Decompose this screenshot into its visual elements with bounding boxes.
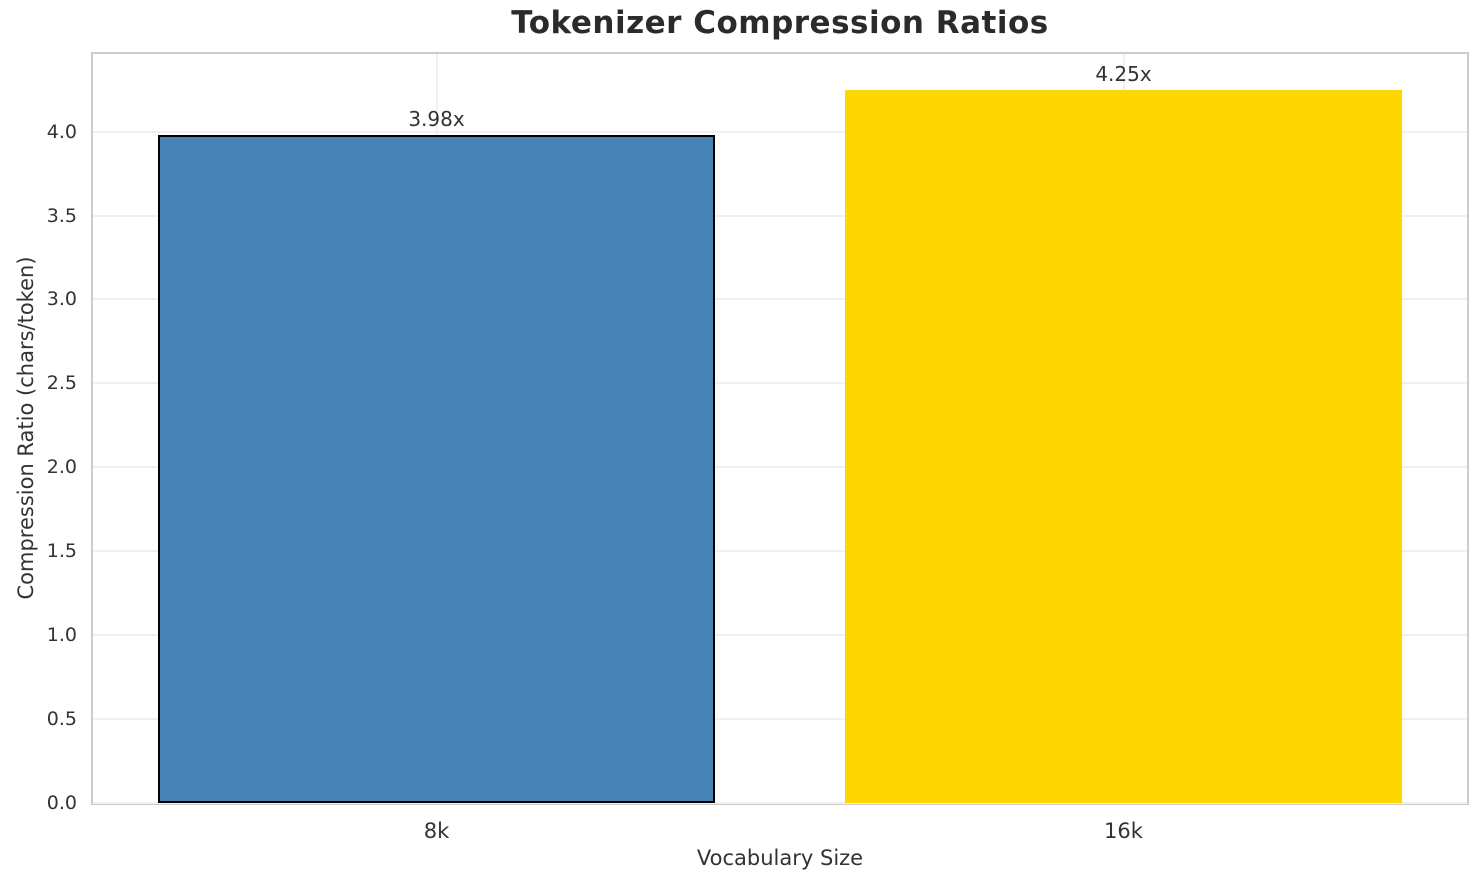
bar-16k [845, 89, 1402, 803]
bar-value-label: 4.25x [1095, 61, 1152, 86]
h-gridline [93, 718, 1467, 721]
x-tick-label: 16k [1104, 819, 1143, 843]
bar-value-label: 3.98x [408, 106, 465, 131]
y-tick-label: 3.5 [46, 204, 77, 227]
y-tick-label: 0.0 [46, 792, 77, 814]
y-tick-label: 1.5 [46, 540, 77, 563]
plot-area: 3.98x 4.25x [91, 52, 1469, 805]
h-gridline [93, 550, 1467, 553]
chart-title: Tokenizer Compression Ratios [511, 5, 1049, 41]
h-gridline [93, 298, 1467, 301]
y-tick-label: 0.5 [46, 708, 77, 731]
h-gridline [93, 634, 1467, 637]
y-tick-label: 2.0 [46, 456, 77, 479]
x-axis-label: Vocabulary Size [696, 846, 864, 870]
x-tick-label: 8k [423, 819, 450, 843]
h-gridline [93, 214, 1467, 217]
y-tick-label: 3.0 [46, 288, 77, 311]
h-gridline [93, 130, 1467, 133]
h-gridline [93, 466, 1467, 469]
y-tick-label: 1.0 [46, 624, 77, 647]
h-gridline [93, 802, 1467, 804]
y-tick-label: 2.5 [46, 372, 77, 395]
bar-8k [158, 134, 715, 803]
y-tick-label: 4.0 [46, 120, 77, 143]
h-gridline [93, 382, 1467, 385]
